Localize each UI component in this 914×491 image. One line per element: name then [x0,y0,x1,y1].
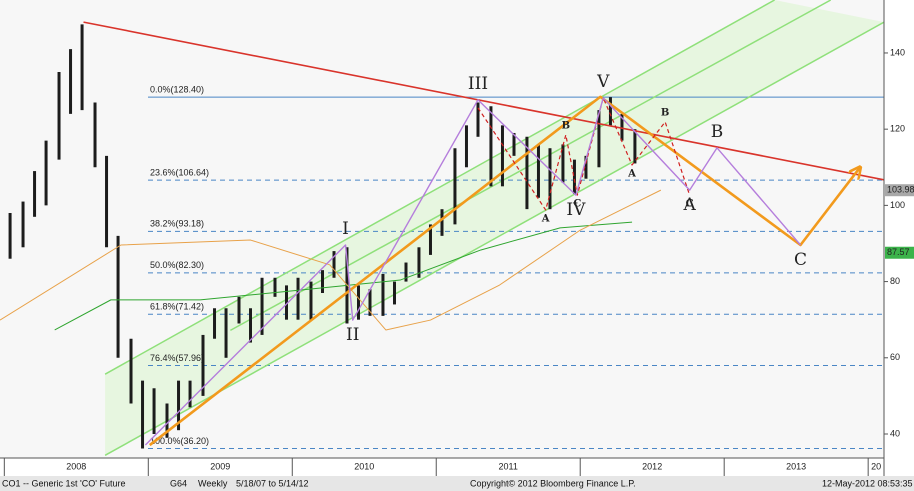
ma-short [0,189,662,331]
ma-long [54,221,633,331]
wave-minor-label: A [541,213,550,224]
footer-bar [0,476,914,491]
footer-copyright: Copyright© 2012 Bloomberg Finance L.P. [470,478,636,488]
footer-timestamp: 12-May-2012 08:53:35 [822,478,913,488]
fib-label: 23.6%(106.64) [150,167,209,177]
footer-security: CO1 -- Generic 1st 'CO' Future [2,478,125,488]
x-tick-label: 2012 [642,461,662,471]
wave-minor-label: B [562,120,570,131]
footer-period: Weekly [198,478,228,488]
value-tag [885,184,914,197]
plot-area: 0.0%(128.40) 23.6%(106.64) 38.2%(93.18) 50.… [0,0,884,456]
channel-line [104,0,775,375]
value-tag-label: 103.98 [887,185,914,195]
wave-major-label: A [682,195,696,215]
y-tick-label: 120 [890,124,905,134]
x-tick-label: 2013 [786,461,806,471]
wave-minor-label: A [627,168,636,179]
footer-code: G64 [170,478,187,488]
wave-major-label: C [794,250,807,270]
wave-major-label: V [596,72,610,92]
y-tick-label: 60 [890,352,900,362]
fib-label: 100.0%(36.20) [150,436,209,446]
wave-major-label: III [468,74,488,94]
wave-major-label: I [342,219,349,239]
value-tag-label: 87.57 [887,247,910,257]
x-tick-label: 2010 [354,461,374,471]
fib-label: 0.0%(128.40) [150,85,204,95]
trend [83,21,884,181]
x-tick-label: 2008 [66,461,86,471]
y-tick-label: 80 [890,276,900,286]
wave-major-label: II [346,325,359,345]
wave-minor-label: C [686,199,694,210]
wave-major-label: B [711,122,724,142]
fib-label: 38.2%(93.18) [150,219,204,229]
projection [148,95,860,447]
y-tick-label: 40 [890,428,900,438]
fib-label: 61.8%(71.42) [150,302,204,312]
x-tick-label: 2009 [210,461,230,471]
fib-label: 76.4%(57.96) [150,353,204,363]
x-tick-label: 2011 [499,461,518,471]
channel-line [104,21,884,456]
wave-major [144,97,802,446]
wave-minor-label: B [661,107,669,118]
footer-range: 5/18/07 to 5/14/12 [236,478,309,488]
fib-label: 50.0%(82.30) [150,260,204,270]
y-tick-label: 140 [890,47,905,57]
value-tag [885,246,914,259]
y-tick-label: 100 [890,200,905,210]
channel-line [229,0,832,332]
wave-minor-label: C [573,199,581,210]
x-tick-label: 20 [871,461,881,471]
channel-fill [105,0,884,456]
wave-major-label: IV [566,200,586,220]
